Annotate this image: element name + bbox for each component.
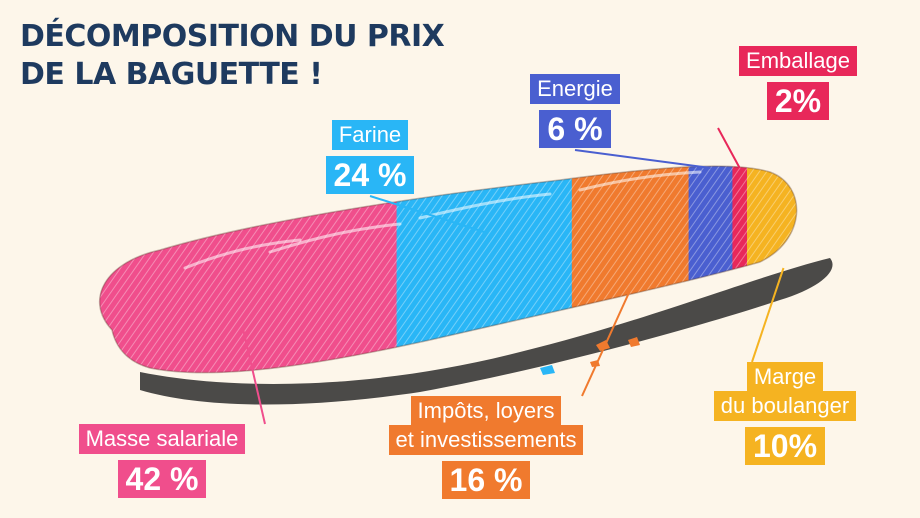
label-impots-value: 16 % [441, 461, 531, 499]
leader-line-energie [574, 149, 711, 169]
chart-title: DÉCOMPOSITION DU PRIX DE LA BAGUETTE ! [20, 18, 445, 94]
loaf-hatching [99, 166, 797, 373]
label-energie: Energie 6 % [505, 74, 645, 148]
label-masse-salariale: Masse salariale 42 % [55, 424, 269, 498]
label-energie-text: Energie [530, 74, 620, 104]
loaf-outline [99, 165, 798, 374]
chart-title-line-1: DÉCOMPOSITION DU PRIX [20, 19, 445, 54]
loaf-scores [183, 170, 702, 270]
label-masse-salariale-text: Masse salariale [78, 424, 246, 454]
label-impots-text-line-2: et investissements [388, 425, 584, 455]
label-marge-text-line-1: Marge [746, 362, 824, 392]
leader-line-masse-salariale [242, 329, 266, 425]
label-farine-text: Farine [331, 120, 409, 150]
leader-line-marge [751, 267, 785, 363]
leader-line-emballage [717, 127, 741, 169]
label-emballage-text: Emballage [739, 46, 857, 76]
leader-line-impots [581, 289, 632, 397]
label-masse-salariale-value: 42 % [117, 460, 207, 498]
leader-lines [242, 127, 785, 425]
label-farine: Farine 24 % [300, 120, 440, 194]
label-impots: Impôts, loyers et investissements 16 % [358, 396, 614, 499]
label-marge: Marge du boulanger 10% [700, 362, 870, 465]
label-emballage-value: 2% [766, 82, 830, 120]
label-emballage: Emballage 2% [714, 46, 882, 120]
label-marge-value: 10% [744, 427, 826, 465]
loaf-shadow [140, 258, 833, 405]
label-marge-text-line-2: du boulanger [713, 391, 857, 421]
label-impots-text-line-1: Impôts, loyers [410, 396, 562, 426]
chart-title-line-2: DE LA BAGUETTE ! [20, 57, 323, 92]
label-farine-value: 24 % [325, 156, 415, 194]
label-energie-value: 6 % [539, 110, 611, 148]
crumbs [540, 337, 640, 375]
leader-line-farine [369, 195, 485, 233]
